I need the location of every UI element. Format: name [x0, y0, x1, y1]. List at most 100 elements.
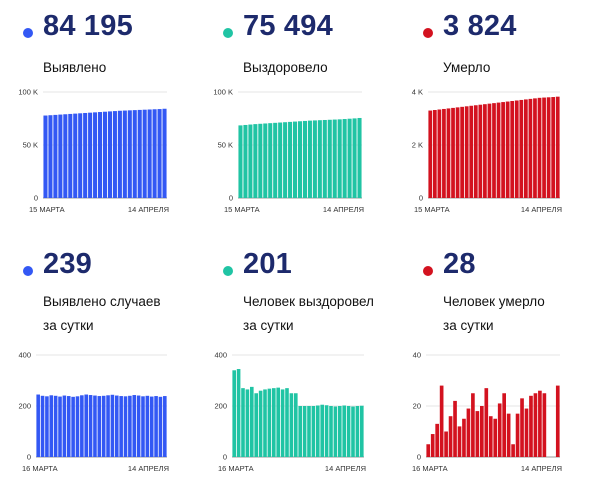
x-label-start: 15 МАРТА: [29, 205, 65, 214]
bar: [342, 119, 347, 198]
stat-number-1: 75 494: [243, 10, 333, 42]
bar: [293, 393, 298, 457]
x-label-end: 14 АПРЕЛЯ: [325, 464, 366, 473]
stat-label-2-0: Умерло: [443, 60, 491, 75]
bar: [158, 396, 163, 457]
bar: [506, 413, 511, 457]
bar: [238, 125, 243, 198]
bar: [93, 112, 98, 198]
bar: [68, 113, 73, 198]
legend-dot-3: [23, 266, 33, 276]
bar: [58, 114, 63, 198]
bar: [163, 396, 167, 457]
y-tick-label: 0: [419, 194, 423, 203]
x-label-start: 16 МАРТА: [218, 464, 254, 473]
stat-number-5: 28: [443, 248, 476, 280]
legend-dot-1: [223, 28, 233, 38]
bar: [112, 111, 117, 198]
bar: [298, 406, 303, 457]
bar: [232, 370, 237, 457]
bar: [253, 124, 258, 198]
y-tick-label: 4 K: [412, 88, 423, 97]
bar: [546, 97, 551, 198]
bar: [245, 389, 250, 457]
bar: [80, 395, 84, 457]
stat-label-5-0: Человек умерло: [443, 294, 545, 309]
bar: [523, 99, 528, 198]
bar: [36, 394, 40, 457]
bar: [315, 405, 320, 457]
bar: [511, 444, 515, 457]
bar: [40, 395, 45, 457]
bar: [538, 390, 542, 457]
bar: [276, 387, 281, 457]
bar: [528, 98, 533, 198]
bar: [236, 369, 241, 457]
bar: [45, 396, 49, 457]
bar: [285, 388, 289, 457]
bar: [317, 120, 322, 198]
bar: [519, 99, 524, 198]
bar: [355, 406, 360, 457]
y-tick-label: 0: [27, 453, 31, 462]
bar: [297, 121, 303, 198]
bar: [551, 97, 556, 198]
bar: [289, 393, 294, 457]
x-label-start: 16 МАРТА: [412, 464, 448, 473]
bar: [497, 403, 502, 457]
bar: [501, 102, 505, 198]
bar: [302, 120, 307, 198]
bar: [267, 388, 272, 457]
bar: [283, 122, 288, 198]
bar: [147, 109, 152, 198]
bar: [351, 406, 355, 457]
bar: [280, 389, 285, 457]
bar: [473, 105, 478, 198]
bar: [555, 96, 560, 198]
bar: [152, 109, 157, 198]
bar: [342, 405, 347, 457]
bar: [515, 413, 520, 457]
bar: [471, 393, 475, 457]
bar: [537, 97, 542, 198]
bar: [122, 110, 127, 198]
x-label-start: 15 МАРТА: [414, 205, 450, 214]
bar: [320, 404, 325, 457]
bar: [258, 123, 263, 198]
bar: [435, 423, 439, 457]
stat-label-1-0: Выздоровело: [243, 60, 328, 75]
bar-chart-5: 0 20 40 16 МАРТА 14 АПРЕЛЯ: [412, 351, 562, 474]
bar: [478, 104, 483, 198]
legend-dot-4: [223, 266, 233, 276]
bar: [73, 113, 78, 198]
bar: [359, 405, 364, 457]
bar: [278, 122, 283, 198]
bar-chart-4: 0 200 400 16 МАРТА 14 АПРЕЛЯ: [214, 351, 366, 474]
bar: [154, 396, 158, 457]
bar: [505, 101, 510, 198]
bar: [145, 395, 150, 457]
bar: [119, 396, 123, 457]
bar: [346, 406, 351, 457]
x-label-end: 14 АПРЕЛЯ: [128, 205, 169, 214]
bar: [332, 119, 337, 198]
bar: [312, 120, 317, 198]
bar: [114, 395, 119, 457]
bar: [483, 104, 487, 198]
bar: [514, 100, 519, 198]
y-tick-label: 0: [417, 453, 421, 462]
bar: [464, 106, 469, 198]
bar: [78, 113, 83, 198]
bar: [496, 102, 501, 198]
bar: [347, 118, 352, 198]
bar: [302, 406, 307, 457]
bar: [448, 416, 453, 457]
bar: [123, 396, 128, 457]
bar: [469, 105, 474, 198]
bar: [322, 119, 327, 198]
stat-number-3: 239: [43, 248, 92, 280]
bar: [53, 395, 58, 457]
bar: [337, 406, 342, 457]
bar: [357, 117, 362, 198]
bar: [263, 123, 268, 198]
